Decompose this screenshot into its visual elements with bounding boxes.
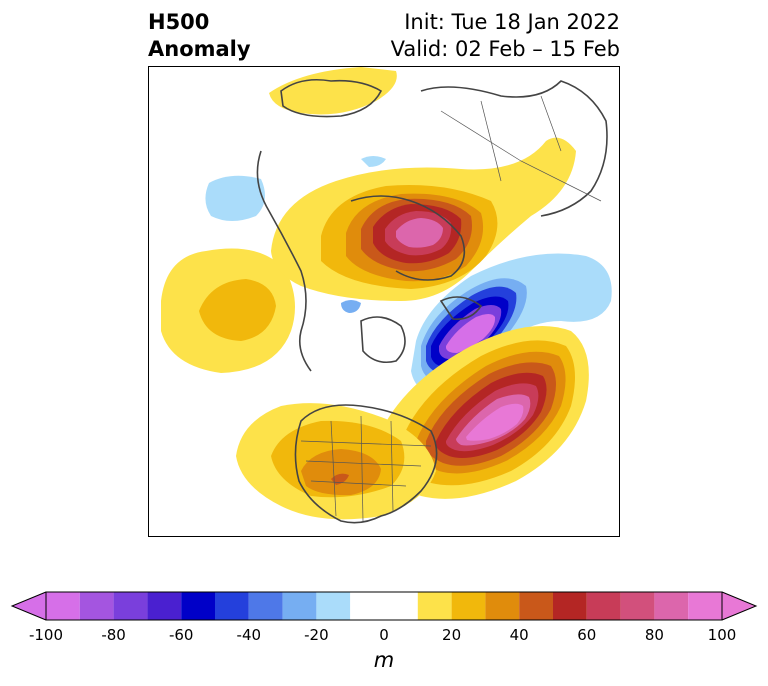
map-canvas: [161, 67, 612, 524]
colorbar-bin: [316, 592, 351, 620]
colorbar-extend-max: [722, 592, 756, 620]
colorbar-bin: [248, 592, 283, 620]
colorbar-unit-label: m: [373, 648, 395, 672]
colorbar-tick-label: -100: [28, 626, 64, 644]
colorbar-bin: [215, 592, 249, 620]
colorbar-bin: [417, 592, 452, 620]
anomaly-map: [148, 66, 620, 537]
valid-period: Valid: 02 Feb – 15 Feb: [390, 37, 620, 61]
title-left: H500 Anomaly: [148, 9, 251, 63]
colorbar-bin: [654, 592, 689, 620]
colorbar-bin: [688, 592, 722, 620]
colorbar-tick-label: -40: [236, 626, 262, 644]
title-field: Anomaly: [148, 37, 251, 61]
colorbar-tick-label: 100: [707, 626, 737, 644]
colorbar-bin: [519, 592, 553, 620]
colorbar-bin: [485, 592, 520, 620]
colorbar-bin: [113, 592, 148, 620]
coastlines: [256, 78, 608, 524]
colorbar-bin: [282, 592, 317, 620]
colorbar-bin: [350, 592, 418, 620]
colorbar-tick-label: 80: [644, 626, 664, 644]
colorbar-bin: [46, 592, 80, 620]
title-right: Init: Tue 18 Jan 2022 Valid: 02 Feb – 15…: [391, 9, 620, 63]
colorbar-bin: [451, 592, 486, 620]
colorbar-bin: [586, 592, 621, 620]
ridge-arctic: [271, 137, 576, 301]
colorbar-outline: [45, 591, 723, 621]
title-variable: H500: [148, 10, 210, 34]
colorbar-tick-label: -80: [101, 626, 126, 644]
colorbar-bin: [181, 592, 215, 620]
colorbar-bin: [147, 592, 182, 620]
init-date: Init: Tue 18 Jan 2022: [404, 10, 620, 34]
colorbar-tick-label: -20: [304, 626, 329, 644]
colorbar-tick-label: 0: [379, 626, 389, 644]
ridge-north-pacific: [161, 248, 295, 373]
colorbar-tick-label: -60: [168, 626, 194, 644]
colorbar-extend-outline-right: [721, 591, 758, 621]
colorbar-tick-label: 20: [442, 626, 462, 644]
political-borders: [300, 95, 602, 522]
colorbar-tick-label: 40: [509, 626, 529, 644]
colorbar-extend-outline: [10, 591, 47, 621]
ridge-north-america: [236, 403, 436, 520]
colorbar-tick-label: 60: [577, 626, 597, 644]
colorbar-extend-min: [12, 592, 46, 620]
colorbar-bins: [46, 592, 722, 620]
colorbar-bin: [553, 592, 587, 620]
colorbar-bin: [620, 592, 655, 620]
ridge-atlantic: [381, 326, 589, 499]
ridge-greenland: [269, 67, 397, 115]
colorbar-bin: [79, 592, 114, 620]
colorbar: [10, 591, 758, 621]
